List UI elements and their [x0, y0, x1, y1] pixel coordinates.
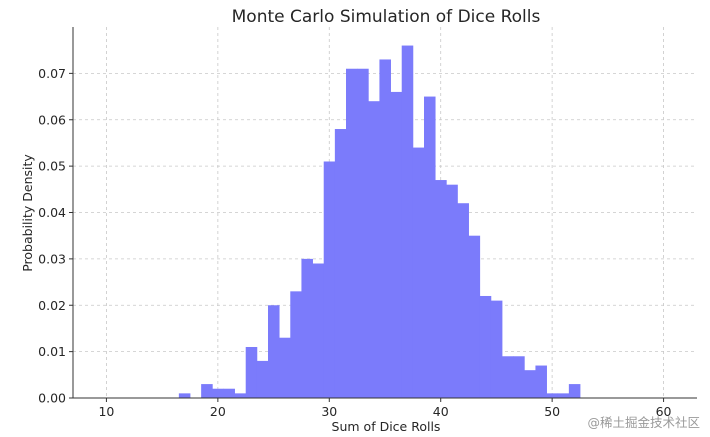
histogram-bar: [212, 388, 224, 398]
histogram-bar: [268, 305, 280, 398]
histogram-bar: [390, 91, 403, 399]
histogram-bar: [290, 291, 302, 398]
x-axis-label: Sum of Dice Rolls: [332, 419, 441, 434]
histogram-bar: [234, 393, 247, 398]
histogram-bar: [201, 384, 213, 398]
histogram-bar: [346, 68, 358, 399]
histogram-bar: [513, 356, 525, 398]
histogram-bar: [412, 147, 425, 398]
y-tick-label: 0.03: [38, 251, 66, 266]
y-tick-label: 0.07: [38, 66, 66, 81]
histogram-bar: [357, 68, 369, 399]
watermark: @稀土掘金技术社区: [587, 415, 700, 430]
histogram-bar: [524, 370, 536, 398]
histogram-bar: [379, 59, 391, 399]
y-tick-label: 0.01: [38, 344, 66, 359]
x-tick-label: 30: [321, 404, 337, 419]
histogram-bar: [568, 384, 581, 398]
x-tick-label: 60: [656, 404, 672, 419]
x-tick-label: 10: [98, 404, 114, 419]
histogram-bar: [490, 300, 503, 398]
x-tick-label: 50: [544, 404, 560, 419]
chart-title: Monte Carlo Simulation of Dice Rolls: [232, 7, 541, 27]
y-tick-label: 0.04: [38, 205, 66, 220]
histogram-bar: [223, 388, 235, 398]
y-tick-label: 0.00: [38, 391, 66, 406]
y-tick-label: 0.02: [38, 298, 66, 313]
histogram-bar: [479, 295, 492, 398]
histogram-bar: [323, 161, 336, 398]
histogram-bar: [535, 365, 547, 398]
histogram-bar: [435, 180, 447, 398]
bars: [178, 45, 581, 399]
y-tick-label: 0.05: [38, 159, 66, 174]
histogram-bar: [178, 393, 191, 398]
histogram-bar: [502, 356, 514, 398]
histogram-bar: [401, 45, 414, 399]
histogram-bar: [468, 235, 481, 398]
histogram-bar: [424, 96, 436, 398]
x-tick-label: 20: [210, 404, 226, 419]
histogram-bar: [457, 203, 469, 398]
histogram-bar: [279, 337, 291, 398]
y-ticks: 0.00 0.01 0.02 0.03 0.04 0.05 0.06 0.07: [38, 66, 73, 406]
histogram-bar: [557, 393, 570, 398]
histogram-bar: [368, 101, 380, 398]
histogram-bar: [245, 346, 258, 398]
x-ticks: 10 20 30 40 50 60: [98, 398, 672, 419]
y-tick-label: 0.06: [38, 112, 66, 127]
x-tick-label: 40: [433, 404, 449, 419]
histogram-bar: [446, 184, 458, 398]
y-axis-label: Probability Density: [20, 154, 35, 272]
histogram-bar: [312, 263, 325, 398]
histogram-bar: [334, 129, 347, 398]
histogram-bar: [256, 360, 269, 398]
histogram-bar: [546, 393, 559, 398]
histogram-bar: [301, 258, 313, 398]
